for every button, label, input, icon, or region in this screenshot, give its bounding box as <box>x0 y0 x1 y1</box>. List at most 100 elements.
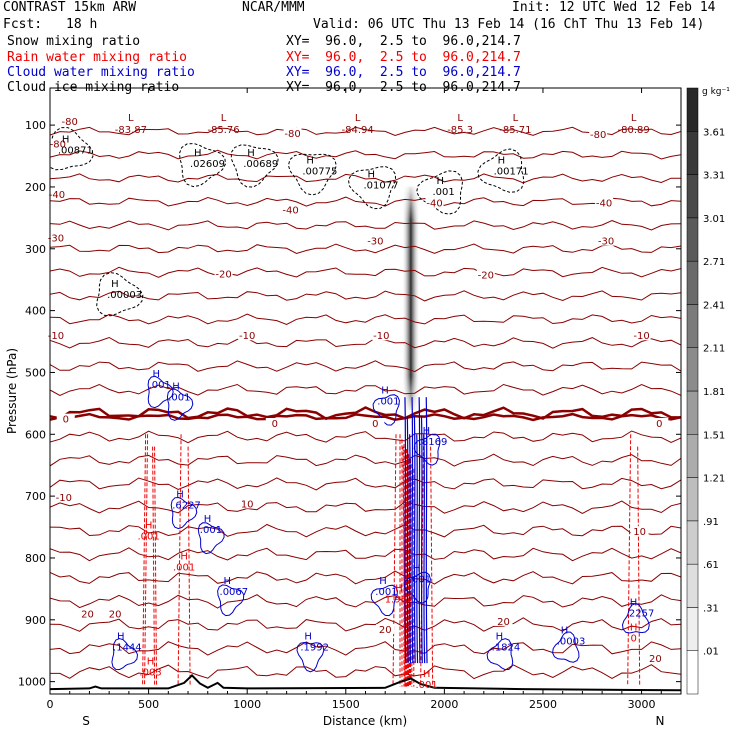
isotherm-label: -30 <box>48 234 64 245</box>
isotherm-label-bg <box>589 129 608 140</box>
colorbar-swatch <box>686 434 699 478</box>
colorbar-tick-label: .01 <box>703 647 719 658</box>
cloud-water-max-value: .1992 <box>300 643 329 654</box>
rain-max-marker: H <box>630 622 638 633</box>
isotherm-label: -40 <box>596 198 612 209</box>
ice-max-value: .00689 <box>243 159 278 170</box>
colorbar-swatch <box>686 260 699 305</box>
cloud-water-max-value: .001 <box>377 397 399 408</box>
cloud-water-core-contour <box>416 434 419 664</box>
y-tick-label: 900 <box>25 614 46 627</box>
rain-max-value: 0 <box>630 633 636 644</box>
cloud-water-max-marker: H <box>496 632 504 643</box>
cloud-water-core-contour <box>413 415 416 664</box>
colorbar-tick-label: .91 <box>703 517 719 528</box>
ice-max-value: .00171 <box>494 166 529 177</box>
isotherm-line <box>50 266 681 278</box>
isotherm-label-bg <box>46 232 65 243</box>
cloud-water-contour <box>621 603 650 634</box>
cloud-water-max-value: .0003 <box>557 637 586 648</box>
rain-max-marker: H <box>395 583 403 594</box>
colorbar-tick-label: 3.01 <box>703 214 725 225</box>
rain-max-marker: H <box>423 669 431 680</box>
colorbar-swatch <box>686 520 699 565</box>
colorbar-swatch <box>686 304 699 348</box>
isotherm-label-bg <box>597 235 616 246</box>
ice-max-value: .001 <box>432 187 454 198</box>
cloud-water-contour <box>486 638 514 671</box>
isotherm-label: 0 <box>372 419 378 430</box>
colorbar-swatch <box>686 477 699 522</box>
rain-max-value: .001 <box>173 562 195 573</box>
colorbar-tick-label: 3.61 <box>703 127 725 138</box>
ice-max-value: .00871 <box>58 145 93 156</box>
cloud-water-core-contour <box>411 397 414 664</box>
y-tick-label: 1000 <box>18 676 46 689</box>
cloud-water-contour <box>147 375 174 409</box>
colorbar-tick-label: 1.81 <box>703 387 725 398</box>
cloud-water-max-marker: H <box>379 576 387 587</box>
isotherm-label: 20 <box>497 617 510 628</box>
isotherm-line <box>50 220 681 231</box>
temperature-min-value: -80.89 <box>618 125 650 136</box>
rain-max-value: .001 <box>415 680 437 691</box>
rain-contour <box>177 434 191 685</box>
ice-max-marker: H <box>111 279 119 290</box>
isotherm-label: -80 <box>62 117 78 128</box>
temperature-min-value: -84.94 <box>341 125 373 136</box>
rain-contour <box>627 434 641 685</box>
isotherm-label: 0 <box>63 415 69 426</box>
model-title: CONTRAST 15km ARW <box>3 0 137 15</box>
cloud-water-max-value: .001 <box>168 392 190 403</box>
ice-max-value: .01077 <box>363 181 398 192</box>
cloud-water-max-value: .001 <box>375 587 397 598</box>
cloud-water-max-value: .001 <box>200 525 222 536</box>
isotherm-label: -10 <box>373 331 389 342</box>
isotherm-label-bg <box>595 197 614 208</box>
cloud-water-max-value: .2257 <box>626 609 655 620</box>
colorbar-tick-label: 1.21 <box>703 474 725 485</box>
isotherm-label: -80 <box>590 130 606 141</box>
cloud-water-core-contour <box>404 397 407 664</box>
fcst-value: 18 h <box>66 17 98 32</box>
ice-contour <box>230 144 279 188</box>
rain-contour <box>392 434 406 685</box>
isotherm-label: -40 <box>49 190 65 201</box>
isotherm-label: 10 <box>633 527 646 538</box>
isotherm-line <box>50 406 681 421</box>
cloud-water-core-contour <box>406 415 409 664</box>
ice-max-marker: H <box>367 170 375 181</box>
isotherm-label: -10 <box>56 493 72 504</box>
isotherm-label-bg <box>476 269 495 280</box>
ice-max-marker: H <box>498 155 506 166</box>
ice-max-marker: H <box>247 148 255 159</box>
isotherm-label: -10 <box>633 331 649 342</box>
isotherm-label-bg <box>425 197 444 208</box>
cloud-water-max-value: .0067 <box>220 587 249 598</box>
isotherm-line <box>50 383 681 396</box>
cloud-water-contour <box>166 388 194 421</box>
colorbar-tick-label: 1.51 <box>703 430 725 441</box>
ice-max-marker: H <box>194 148 202 159</box>
cloud-water-max-marker: H <box>630 598 638 609</box>
cloud-water-max-marker: H <box>153 369 161 380</box>
isotherm-label: -30 <box>598 237 614 248</box>
ice-contour <box>347 166 397 210</box>
colorbar-swatch <box>686 174 699 219</box>
cloud-water-contour <box>372 394 400 426</box>
colorbar-unit: g kg⁻¹ <box>702 87 730 97</box>
isotherm-label-bg <box>56 413 75 424</box>
colorbar-swatch <box>686 87 699 132</box>
temperature-min-marker: L <box>457 113 463 124</box>
x-tick-label: 3000 <box>628 698 656 711</box>
isotherm-label-bg <box>47 189 66 200</box>
freezing-level-line <box>50 412 681 422</box>
cloud-water-max-value: .6227 <box>172 500 201 511</box>
isotherm-label: -40 <box>426 198 442 209</box>
ice-contour <box>287 153 337 196</box>
isotherm-line <box>50 313 681 326</box>
colorbar-tick-label: 2.41 <box>703 300 725 311</box>
y-tick-label: 700 <box>25 490 46 503</box>
isotherm-line <box>50 594 681 609</box>
